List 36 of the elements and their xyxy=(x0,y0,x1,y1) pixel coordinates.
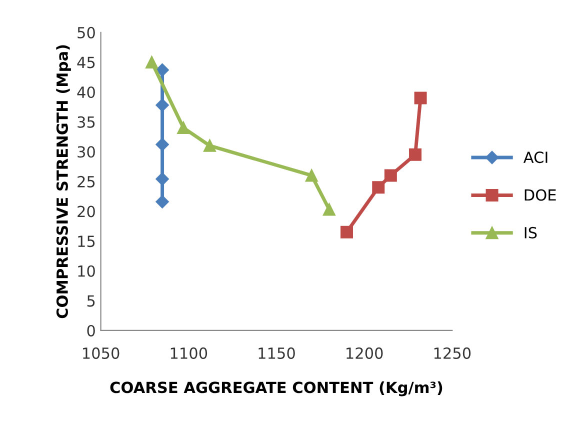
x-axis-title: COARSE AGGREGATE CONTENT (Kg/m³) xyxy=(110,381,442,396)
point xyxy=(409,148,422,161)
x-tick-label: 1150 xyxy=(258,347,295,359)
y-tick-label: 10 xyxy=(78,265,95,277)
y-tick-label: 35 xyxy=(78,116,95,128)
point xyxy=(156,172,169,186)
point xyxy=(156,138,169,152)
point xyxy=(156,63,169,77)
point xyxy=(305,169,318,182)
x-tick-label: 1100 xyxy=(170,347,208,359)
y-tick-label: 45 xyxy=(77,56,95,68)
point xyxy=(372,181,385,194)
x-tick-label: 1250 xyxy=(434,347,471,359)
point xyxy=(340,226,353,238)
y-tick-label: 5 xyxy=(87,295,95,307)
point xyxy=(203,139,216,152)
y-tick-label: 25 xyxy=(78,176,95,188)
legend-label: IS xyxy=(524,226,537,238)
point xyxy=(414,92,427,104)
point xyxy=(156,98,169,112)
y-tick-label: 15 xyxy=(78,236,95,248)
y-tick-label: 0 xyxy=(87,324,95,336)
y-tick-label: 20 xyxy=(78,206,95,218)
point xyxy=(322,203,336,216)
y-tick-label: 40 xyxy=(77,86,95,98)
x-tick-label: 1200 xyxy=(346,347,383,359)
point xyxy=(156,195,169,208)
y-axis-title: COMPRESSIVE STRENGTH (Mpa) xyxy=(56,45,71,318)
y-tick-label: 50 xyxy=(78,26,95,38)
point xyxy=(145,56,158,68)
legend-label: ACI xyxy=(523,152,548,164)
x-tick-label: 1050 xyxy=(83,347,120,359)
point xyxy=(177,122,190,134)
y-tick-label: 30 xyxy=(78,146,95,158)
legend-label: DOE xyxy=(524,189,556,201)
point xyxy=(384,169,397,182)
